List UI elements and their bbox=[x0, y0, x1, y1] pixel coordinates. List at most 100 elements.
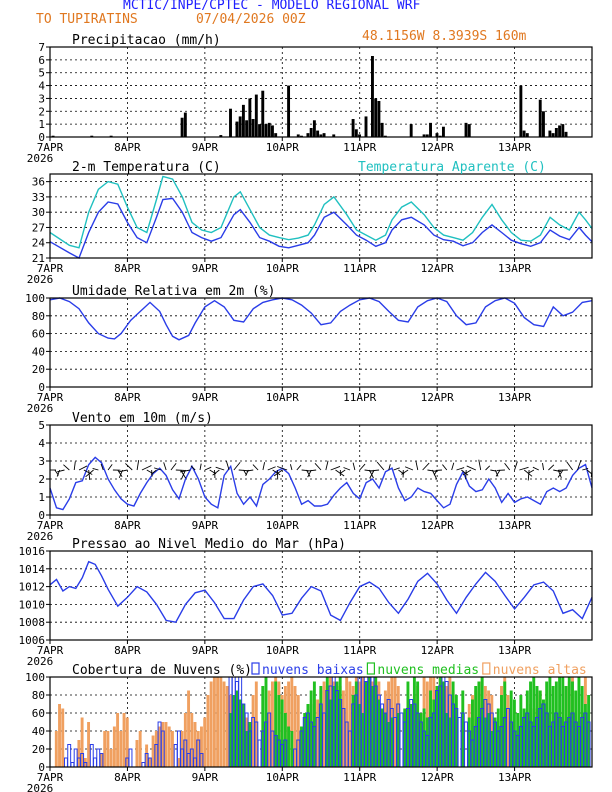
y-tick-label: 1008 bbox=[19, 616, 46, 629]
bar bbox=[554, 681, 558, 767]
bar bbox=[409, 124, 413, 137]
series-line bbox=[49, 297, 593, 341]
y-tick-label: 24 bbox=[32, 237, 46, 250]
bar bbox=[480, 677, 484, 767]
bar bbox=[364, 116, 368, 137]
y-tick-label: 6 bbox=[38, 54, 45, 67]
bar bbox=[383, 135, 387, 137]
y-tick-label: 30 bbox=[32, 206, 45, 219]
bar bbox=[587, 695, 591, 767]
bar bbox=[54, 731, 58, 767]
bar bbox=[564, 131, 568, 137]
legend-swatch bbox=[251, 662, 260, 675]
bar bbox=[500, 695, 503, 767]
bar bbox=[541, 111, 545, 137]
bar bbox=[438, 677, 442, 767]
panel-title: Precipitacao (mm/h) bbox=[72, 33, 221, 48]
bar bbox=[257, 739, 262, 768]
bar bbox=[396, 713, 400, 767]
bar bbox=[251, 119, 255, 137]
wind-barb bbox=[335, 469, 345, 477]
y-tick-label: 100 bbox=[25, 292, 45, 305]
bar bbox=[122, 713, 126, 767]
legend-swatch bbox=[366, 662, 375, 675]
wind-barb bbox=[553, 469, 562, 473]
bar bbox=[332, 134, 336, 137]
bar bbox=[319, 134, 323, 137]
wind-barb bbox=[78, 465, 88, 471]
panel-frame bbox=[49, 173, 593, 259]
wind-barb bbox=[466, 465, 477, 471]
bar bbox=[296, 695, 300, 767]
bar bbox=[89, 744, 94, 768]
wind-barb bbox=[343, 467, 351, 471]
wind-barb bbox=[272, 469, 281, 476]
x-tick-label: 9APR bbox=[192, 141, 219, 154]
wind-barb bbox=[85, 469, 94, 478]
x-year-label: 2026 bbox=[27, 152, 54, 165]
bar bbox=[264, 124, 268, 137]
y-tick-label: 0 bbox=[38, 509, 45, 522]
bar bbox=[429, 690, 432, 767]
wind-barb bbox=[181, 469, 186, 480]
bar bbox=[354, 681, 358, 767]
wind-barb bbox=[163, 462, 167, 471]
bar bbox=[103, 731, 107, 767]
panel-title: Cobertura de Nuvens (%) bbox=[72, 663, 252, 678]
bar bbox=[354, 129, 358, 137]
wind-barb bbox=[582, 468, 589, 471]
y-tick-label: 27 bbox=[32, 221, 45, 234]
panel-frame bbox=[49, 676, 593, 768]
bar bbox=[558, 677, 562, 767]
wind-barb bbox=[404, 466, 414, 471]
bar bbox=[183, 112, 187, 137]
bar bbox=[406, 681, 410, 767]
wind-barb bbox=[532, 466, 539, 471]
panel-frame bbox=[49, 297, 593, 388]
bar bbox=[77, 740, 81, 767]
x-tick-label: 12APR bbox=[421, 519, 454, 532]
bar bbox=[235, 121, 239, 137]
bar bbox=[403, 708, 407, 767]
bar bbox=[306, 133, 310, 137]
wind-barb bbox=[212, 469, 220, 476]
bar bbox=[393, 677, 397, 767]
bar bbox=[148, 758, 152, 767]
bar bbox=[225, 686, 229, 767]
bar bbox=[374, 677, 378, 767]
bar bbox=[457, 717, 462, 768]
bar bbox=[519, 85, 523, 137]
bar bbox=[106, 731, 110, 767]
bar bbox=[258, 124, 261, 137]
y-tick-label: 1014 bbox=[19, 563, 46, 576]
x-tick-label: 8APR bbox=[114, 141, 141, 154]
bar bbox=[61, 708, 65, 767]
bar bbox=[322, 133, 326, 137]
wind-barb bbox=[252, 464, 259, 471]
wind-barb bbox=[92, 468, 99, 471]
bar bbox=[229, 713, 232, 767]
bar bbox=[387, 722, 391, 767]
y-tick-label: 1 bbox=[38, 491, 45, 504]
bar bbox=[158, 726, 161, 767]
panel-5 bbox=[46, 550, 593, 644]
wind-barb bbox=[435, 469, 443, 471]
wind-barb bbox=[495, 469, 501, 477]
bar bbox=[532, 677, 536, 767]
bar bbox=[529, 681, 532, 767]
y-tick-label: 60 bbox=[32, 707, 45, 720]
bar bbox=[351, 119, 355, 137]
bar bbox=[464, 122, 468, 137]
y-tick-label: 5 bbox=[38, 67, 45, 80]
y-tick-label: 2 bbox=[38, 105, 45, 118]
wind-barb bbox=[153, 467, 162, 471]
x-tick-label: 10APR bbox=[266, 141, 299, 154]
bar bbox=[371, 686, 374, 767]
bar bbox=[503, 681, 507, 767]
bar bbox=[477, 681, 481, 767]
panel-2 bbox=[46, 173, 593, 262]
bar bbox=[216, 677, 220, 767]
wind-barb bbox=[462, 469, 472, 476]
wind-barb bbox=[267, 466, 276, 471]
